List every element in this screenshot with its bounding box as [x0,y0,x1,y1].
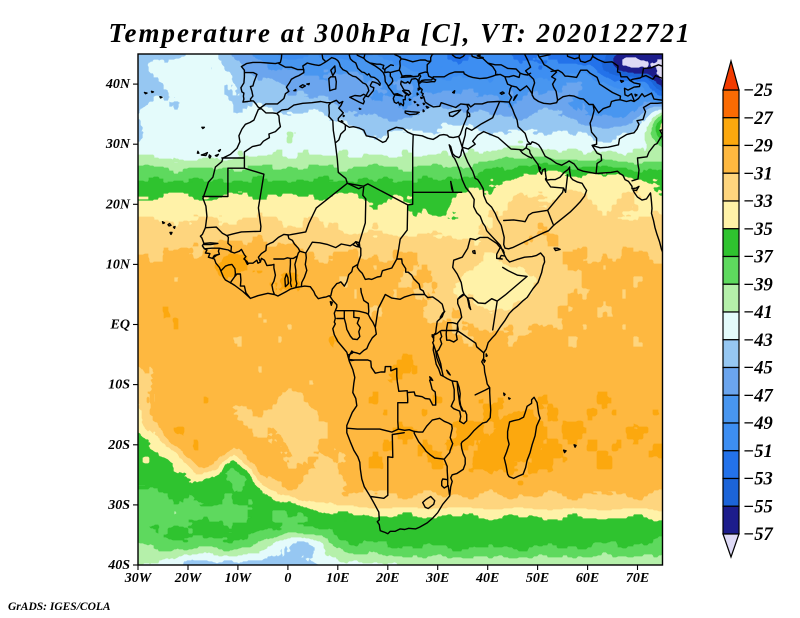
svg-text:10E: 10E [326,571,349,586]
svg-text:50E: 50E [526,571,549,586]
svg-text:−41: −41 [743,303,773,323]
svg-text:−31: −31 [743,164,773,184]
svg-text:−43: −43 [743,331,773,351]
svg-text:−47: −47 [743,386,773,406]
svg-text:30E: 30E [425,571,449,586]
svg-text:10N: 10N [106,257,131,272]
svg-text:−27: −27 [743,109,773,129]
svg-text:−45: −45 [743,359,773,379]
svg-text:−37: −37 [743,248,773,268]
svg-text:−29: −29 [743,137,773,157]
svg-text:GrADS: IGES/COLA: GrADS: IGES/COLA [8,601,111,613]
svg-text:−25: −25 [743,81,773,101]
svg-text:−53: −53 [743,470,773,490]
svg-text:EQ: EQ [110,318,130,333]
svg-text:−57: −57 [743,525,773,545]
svg-text:−33: −33 [743,192,773,212]
svg-text:20W: 20W [174,571,203,586]
svg-text:−49: −49 [743,414,773,434]
svg-text:40E: 40E [475,571,499,586]
svg-text:30S: 30S [107,498,130,513]
svg-text:10S: 10S [108,378,130,393]
svg-text:30W: 30W [124,571,153,586]
svg-text:−39: −39 [743,275,773,295]
svg-text:40S: 40S [107,558,130,573]
svg-text:−55: −55 [743,497,773,517]
svg-text:30N: 30N [105,137,131,152]
svg-text:−35: −35 [743,220,773,240]
svg-text:10W: 10W [225,571,253,586]
svg-text:0: 0 [284,571,291,586]
svg-text:60E: 60E [576,571,599,586]
svg-text:20E: 20E [375,571,399,586]
svg-text:40N: 40N [105,77,131,92]
svg-text:Temperature at 300hPa [C], VT:: Temperature at 300hPa [C], VT: 202012272… [109,18,692,48]
svg-text:20S: 20S [107,438,130,453]
svg-text:−51: −51 [743,442,773,462]
svg-text:70E: 70E [626,571,649,586]
svg-text:20N: 20N [105,197,131,212]
